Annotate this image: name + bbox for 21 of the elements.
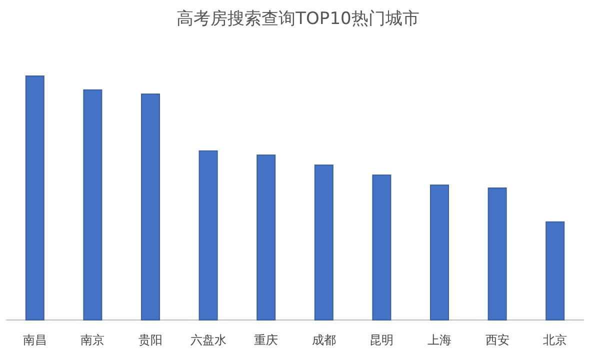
x-tick-label: 上海 [428,333,452,347]
x-tick-label: 北京 [543,333,568,347]
bar [488,187,507,320]
bar [141,94,160,320]
x-tick-label: 西安 [485,333,510,347]
x-tick-label: 重庆 [254,333,278,347]
x-tick-label: 南昌 [22,333,47,347]
x-tick-label: 成都 [312,333,336,347]
x-tick-label: 贵阳 [138,333,162,347]
bar [83,89,102,320]
bar [546,221,565,320]
bar [314,164,334,320]
bar [430,184,449,320]
bar [256,154,276,320]
bar [372,174,392,320]
x-tick-label: 六盘水 [190,333,226,347]
x-tick-label: 南京 [80,333,105,347]
bar [25,76,44,320]
bar [198,150,218,320]
x-tick-label: 昆明 [370,333,394,347]
chart-title: 高考房搜索查询TOP10热门城市 [176,9,420,29]
